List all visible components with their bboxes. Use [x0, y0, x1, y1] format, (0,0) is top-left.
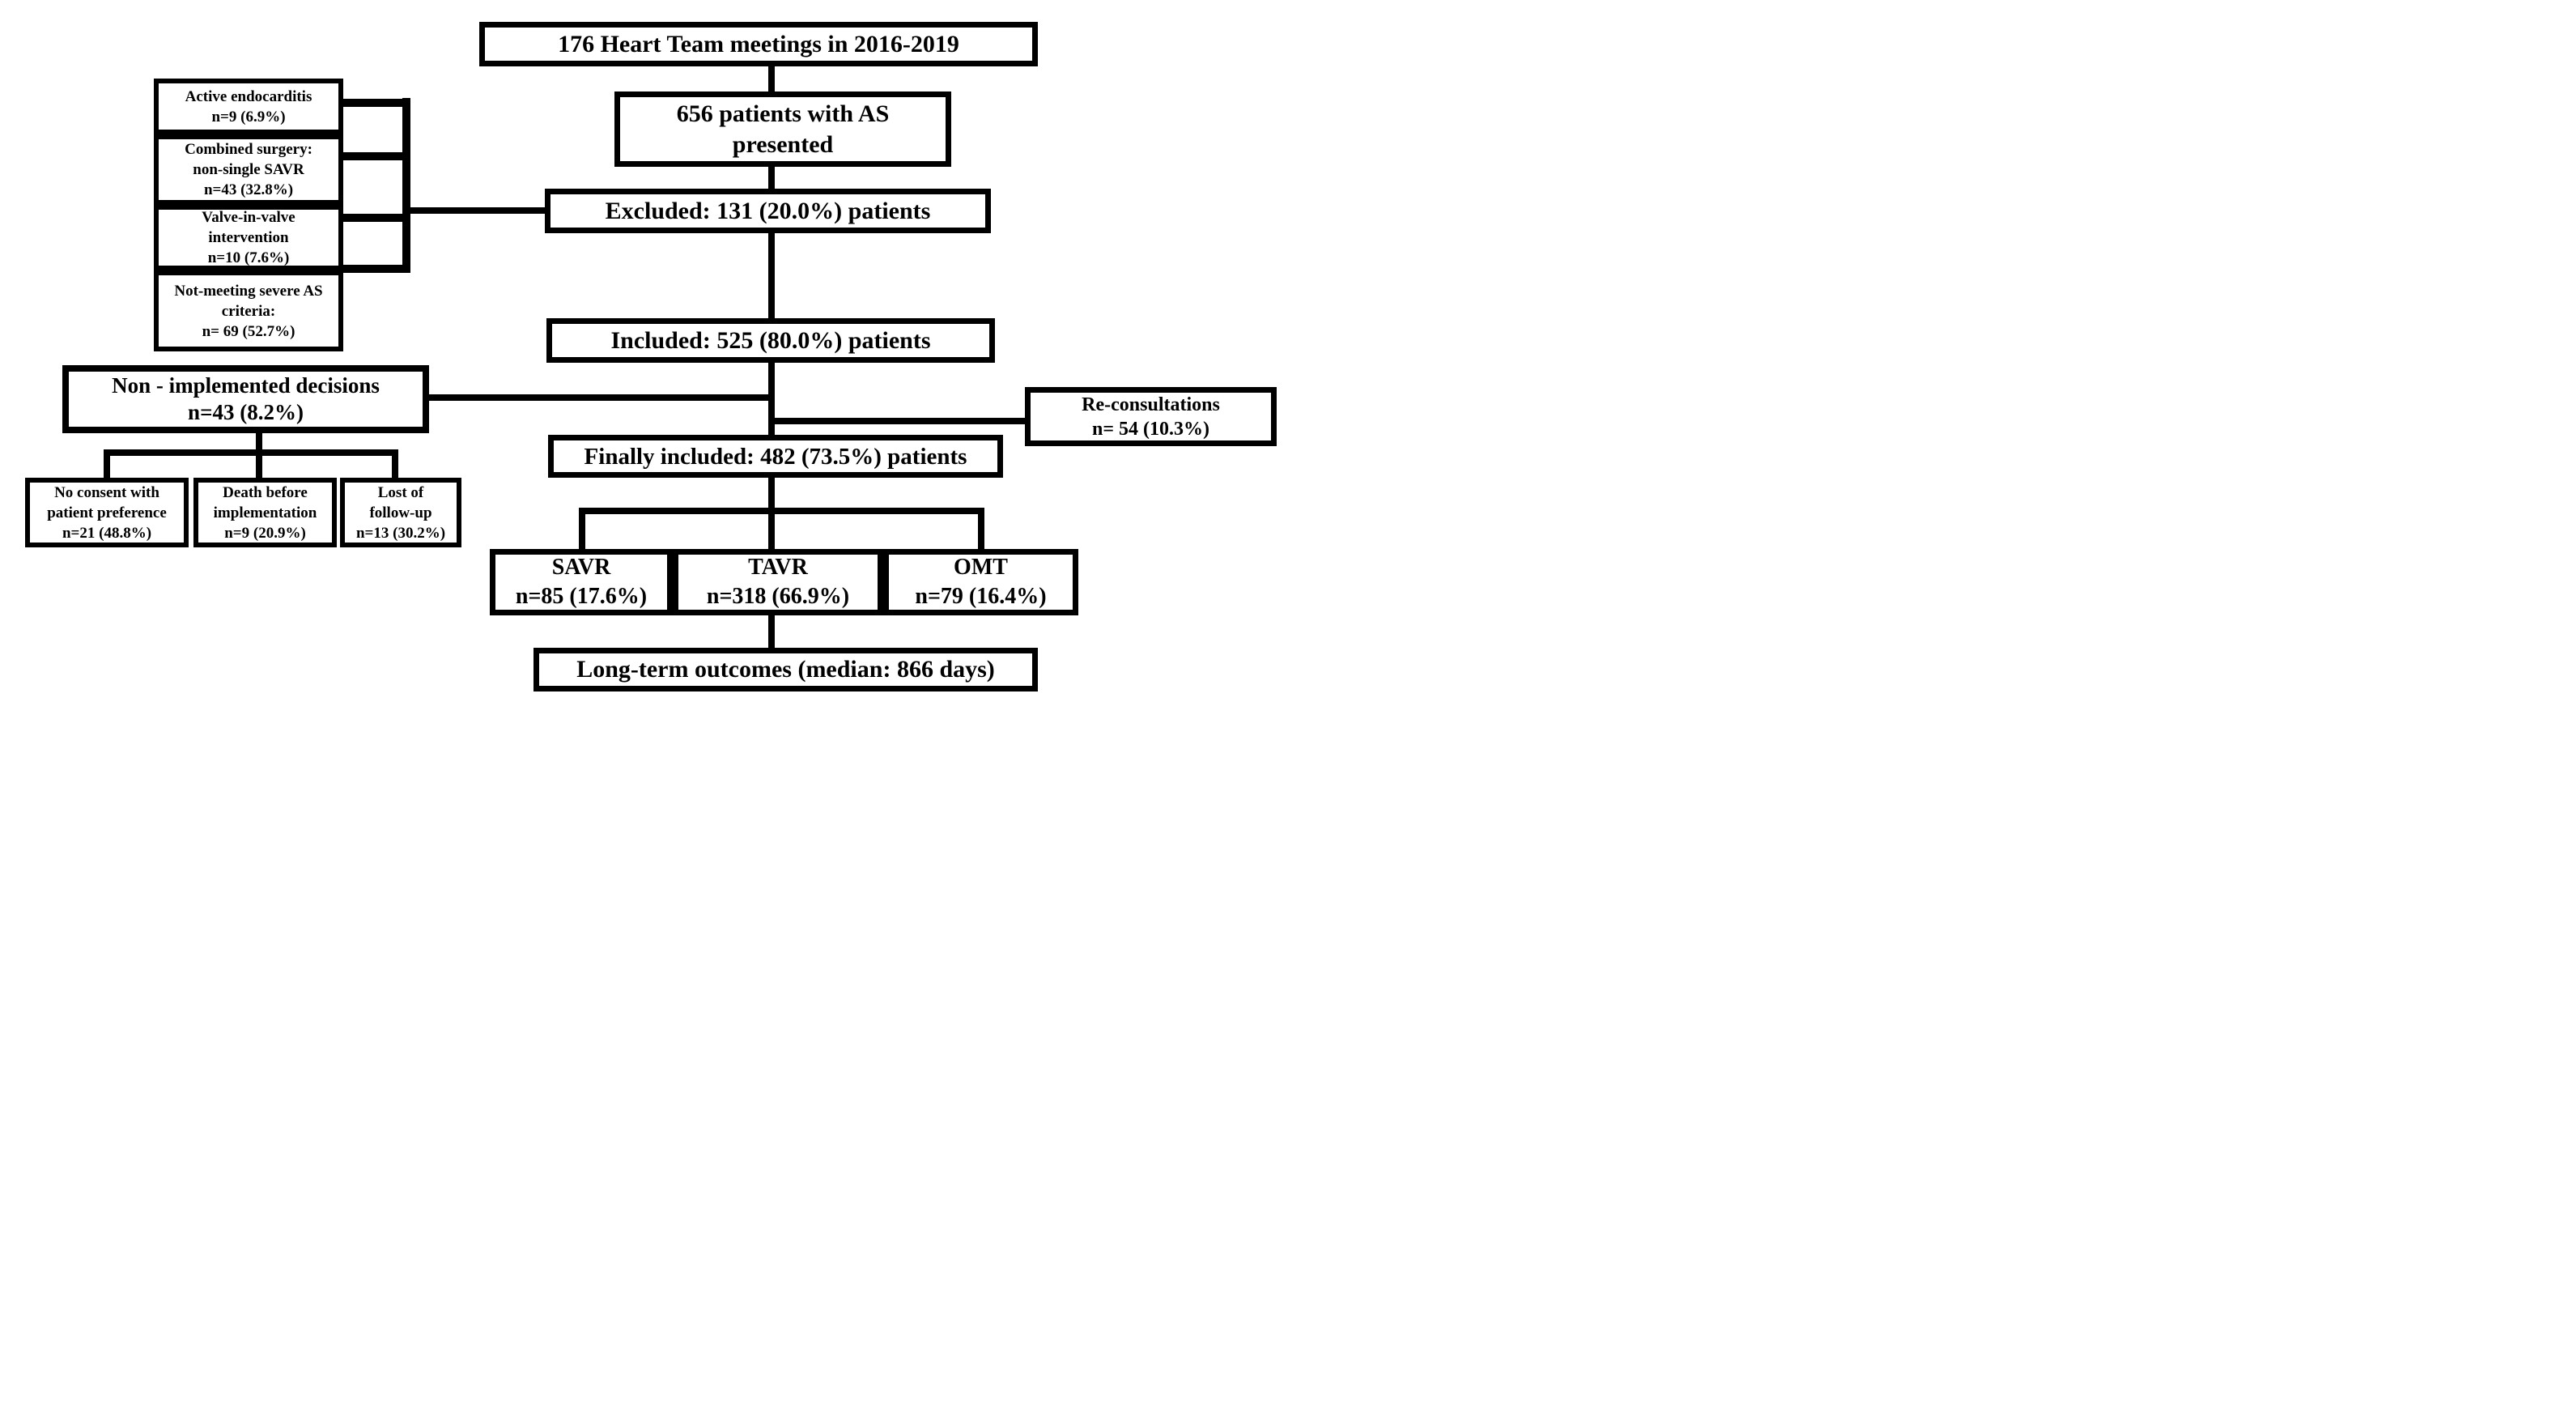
bracket-exclusion-spine	[402, 98, 410, 273]
lost-follow-up-line2: follow-up	[369, 504, 432, 521]
omt-label: OMT	[954, 555, 1008, 580]
lost-follow-up-line1: Lost of	[377, 483, 424, 501]
treatments-distribution-bar	[579, 508, 984, 514]
box-exclusion-reason-not-severe-as: Not-meeting severe AS criteria: n= 69 (5…	[154, 270, 343, 351]
death-before-count: n=9 (20.9%)	[224, 524, 306, 542]
valve-in-valve-line2: intervention	[208, 229, 289, 246]
bracket-stub-active-endocarditis	[343, 99, 404, 107]
combined-surgery-count: n=43 (32.8%)	[203, 181, 294, 198]
box-lost-follow-up: Lost of follow-up n=13 (30.2%)	[340, 478, 461, 547]
no-consent-line1: No consent with	[54, 483, 159, 501]
active-endocarditis-label: Active endocarditis	[185, 87, 312, 105]
box-tavr: TAVR n=318 (66.9%)	[673, 549, 883, 615]
box-finally-included: Finally included: 482 (73.5%) patients	[548, 435, 1003, 478]
connector-finally-to-treatments	[768, 478, 775, 514]
connector-nonimplemented-down	[256, 432, 262, 450]
heart-team-meetings-label: 176 Heart Team meetings in 2016-2019	[558, 30, 959, 57]
savr-label: SAVR	[551, 555, 611, 580]
branch-to-death-before	[256, 449, 262, 479]
box-exclusion-reason-active-endocarditis: Active endocarditis n=9 (6.9%)	[154, 79, 343, 134]
box-included: Included: 525 (80.0%) patients	[546, 318, 995, 363]
box-patients-presented: 656 patients with AS presented	[614, 91, 951, 167]
box-exclusion-reason-valve-in-valve: Valve-in-valve intervention n=10 (7.6%)	[154, 205, 343, 270]
branch-to-omt	[978, 508, 984, 549]
valve-in-valve-line1: Valve-in-valve	[202, 209, 295, 226]
active-endocarditis-count: n=9 (6.9%)	[211, 108, 286, 126]
branch-to-tavr	[768, 508, 775, 549]
non-implemented-count: n=43 (8.2%)	[188, 400, 304, 424]
no-consent-count: n=21 (48.8%)	[62, 524, 152, 542]
box-exclusion-reason-combined-surgery: Combined surgery: non-single SAVR n=43 (…	[154, 134, 343, 205]
not-severe-as-line2: criteria:	[221, 302, 276, 320]
nonimplemented-distribution-bar	[104, 449, 398, 456]
re-consultations-count: n= 54 (10.3%)	[1091, 418, 1209, 440]
box-heart-team-meetings: 176 Heart Team meetings in 2016-2019	[479, 22, 1038, 66]
box-omt: OMT n=79 (16.4%)	[883, 549, 1078, 615]
valve-in-valve-count: n=10 (7.6%)	[207, 249, 290, 266]
excluded-label: Excluded: 131 (20.0%) patients	[605, 197, 931, 224]
branch-to-no-consent	[104, 449, 110, 479]
patients-presented-line1: 656 patients with AS	[676, 100, 890, 127]
box-excluded: Excluded: 131 (20.0%) patients	[545, 189, 991, 233]
connector-bracket-to-excluded	[407, 207, 545, 214]
box-non-implemented: Non - implemented decisions n=43 (8.2%)	[62, 365, 429, 433]
included-label: Included: 525 (80.0%) patients	[610, 326, 931, 354]
box-death-before-implementation: Death before implementation n=9 (20.9%)	[193, 478, 337, 547]
branch-to-lost-follow-up	[392, 449, 398, 479]
re-consultations-label: Re-consultations	[1082, 394, 1220, 415]
tavr-label: TAVR	[748, 555, 808, 580]
bracket-stub-valve-in-valve	[343, 214, 404, 222]
bracket-stub-not-severe-as	[343, 265, 404, 273]
connector-presented-to-excluded	[768, 167, 775, 189]
death-before-line2: implementation	[213, 504, 317, 521]
non-implemented-label: Non - implemented decisions	[112, 373, 380, 398]
connector-spine-to-reconsultations	[768, 418, 1025, 424]
box-no-consent: No consent with patient preference n=21 …	[25, 478, 189, 547]
not-severe-as-count: n= 69 (52.7%)	[202, 322, 295, 340]
tavr-count: n=318 (66.9%)	[706, 584, 850, 609]
box-long-term-outcomes: Long-term outcomes (median: 866 days)	[533, 648, 1038, 691]
connector-nonimplemented-to-spine	[427, 394, 775, 401]
branch-to-savr	[579, 508, 585, 549]
combined-surgery-line2: non-single SAVR	[193, 161, 304, 178]
death-before-line1: Death before	[223, 483, 308, 501]
connector-tavr-to-longterm	[768, 615, 775, 648]
savr-count: n=85 (17.6%)	[515, 584, 648, 609]
finally-included-label: Finally included: 482 (73.5%) patients	[584, 443, 967, 470]
not-severe-as-line1: Not-meeting severe AS	[174, 282, 323, 300]
combined-surgery-line1: Combined surgery:	[185, 141, 312, 158]
box-re-consultations: Re-consultations n= 54 (10.3%)	[1025, 387, 1277, 446]
consort-flow-diagram: 176 Heart Team meetings in 2016-2019 656…	[0, 0, 1288, 708]
lost-follow-up-count: n=13 (30.2%)	[355, 524, 446, 542]
bracket-stub-combined-surgery	[343, 152, 404, 160]
connector-top-to-presented	[768, 66, 775, 91]
box-savr: SAVR n=85 (17.6%)	[490, 549, 673, 615]
patients-presented-line2: presented	[732, 130, 834, 158]
omt-count: n=79 (16.4%)	[915, 584, 1047, 609]
no-consent-line2: patient preference	[47, 504, 167, 521]
long-term-outcomes-label: Long-term outcomes (median: 866 days)	[576, 656, 995, 683]
connector-excluded-to-included	[768, 233, 775, 318]
